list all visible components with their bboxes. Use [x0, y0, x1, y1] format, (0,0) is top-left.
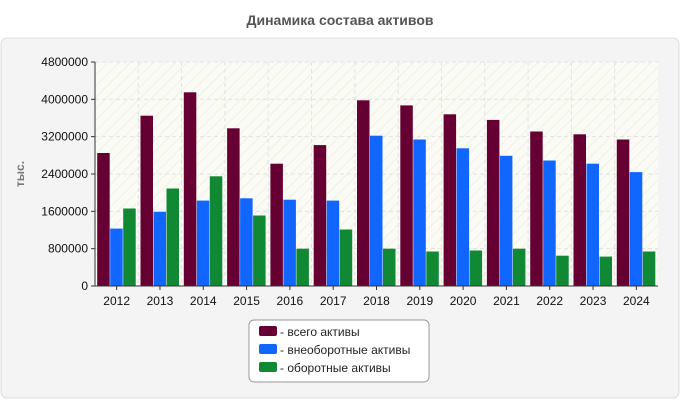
bar-total-2015	[227, 128, 240, 286]
y-tick-label: 3200000	[41, 130, 88, 144]
y-tick-label: 800000	[48, 242, 88, 256]
y-axis-label: тыс.	[13, 161, 27, 187]
bar-total-2019	[400, 105, 413, 287]
bar-total-2016	[270, 163, 283, 286]
legend-swatch-1	[259, 344, 277, 354]
x-tick-label: 2021	[493, 294, 520, 308]
legend: - всего активы - внеоборотные активы - обо…	[248, 319, 430, 383]
x-tick-label: 2014	[190, 294, 217, 308]
bar-total-2023	[573, 134, 586, 286]
y-tick-label: 4000000	[41, 92, 88, 106]
y-tick-label: 4800000	[41, 55, 88, 69]
bar-current-2022	[556, 255, 569, 286]
bar-total-2017	[313, 145, 327, 286]
bar-current-2017	[339, 229, 353, 286]
bar-noncurrent-2023	[586, 163, 599, 286]
x-tick-label: 2016	[277, 294, 304, 308]
x-tick-label: 2012	[103, 294, 130, 308]
legend-swatch-0	[259, 326, 277, 336]
bar-total-2013	[140, 115, 153, 286]
bar-noncurrent-2019	[413, 139, 426, 286]
bar-current-2012	[123, 208, 136, 286]
bar-noncurrent-2020	[456, 148, 470, 286]
y-tick-label: 0	[81, 279, 88, 293]
bar-total-2014	[183, 92, 197, 286]
x-tick-label: 2015	[233, 294, 260, 308]
bar-current-2021	[512, 248, 526, 286]
legend-swatch-2	[259, 362, 277, 372]
bar-current-2023	[599, 256, 612, 286]
bar-total-2018	[357, 100, 370, 286]
bar-noncurrent-2013	[153, 211, 166, 286]
x-tick-label: 2019	[406, 294, 433, 308]
bar-total-2020	[443, 114, 457, 286]
y-tick-labels: 0 800000 1600000 2400000 3200000 4000000 48000…	[41, 55, 95, 293]
bar-noncurrent-2024	[629, 172, 643, 286]
bar-noncurrent-2017	[326, 200, 340, 286]
y-tick-label: 2400000	[41, 167, 88, 181]
legend-label-1: - внеоборотные активы	[280, 343, 410, 357]
x-tick-label: 2017	[320, 294, 347, 308]
chart-title: Динамика состава активов	[247, 12, 434, 28]
bar-noncurrent-2018	[370, 135, 383, 286]
bars-group	[97, 92, 656, 287]
x-tick-label: 2018	[363, 294, 390, 308]
x-tick-label: 2022	[536, 294, 563, 308]
bar-current-2024	[642, 251, 656, 286]
legend-box	[248, 319, 430, 383]
x-tick-labels: 2012 2013 2014 2015 2016 2017 2018 2019 2020 2021…	[103, 286, 650, 308]
legend-label-2: - оборотные активы	[280, 361, 391, 375]
x-tick-label: 2023	[580, 294, 607, 308]
bar-noncurrent-2016	[283, 199, 296, 286]
bar-noncurrent-2014	[196, 200, 210, 286]
x-tick-label: 2013	[147, 294, 174, 308]
y-tick-label: 1600000	[41, 204, 88, 218]
bar-noncurrent-2021	[499, 155, 513, 286]
bar-noncurrent-2015	[240, 198, 253, 286]
legend-label-0: - всего активы	[280, 325, 360, 339]
bar-current-2016	[296, 248, 309, 286]
bar-current-2015	[253, 215, 266, 286]
bar-total-2012	[97, 153, 110, 286]
x-tick-label: 2024	[623, 294, 650, 308]
bar-current-2014	[209, 176, 223, 286]
bar-total-2022	[530, 131, 543, 286]
bar-total-2024	[616, 139, 630, 286]
bar-current-2019	[426, 251, 439, 286]
bar-noncurrent-2022	[543, 160, 556, 286]
bar-current-2018	[383, 248, 396, 286]
bar-current-2013	[166, 188, 179, 286]
bar-noncurrent-2012	[110, 228, 123, 286]
x-tick-label: 2020	[450, 294, 477, 308]
bar-total-2021	[486, 119, 500, 287]
bar-current-2020	[469, 250, 483, 286]
